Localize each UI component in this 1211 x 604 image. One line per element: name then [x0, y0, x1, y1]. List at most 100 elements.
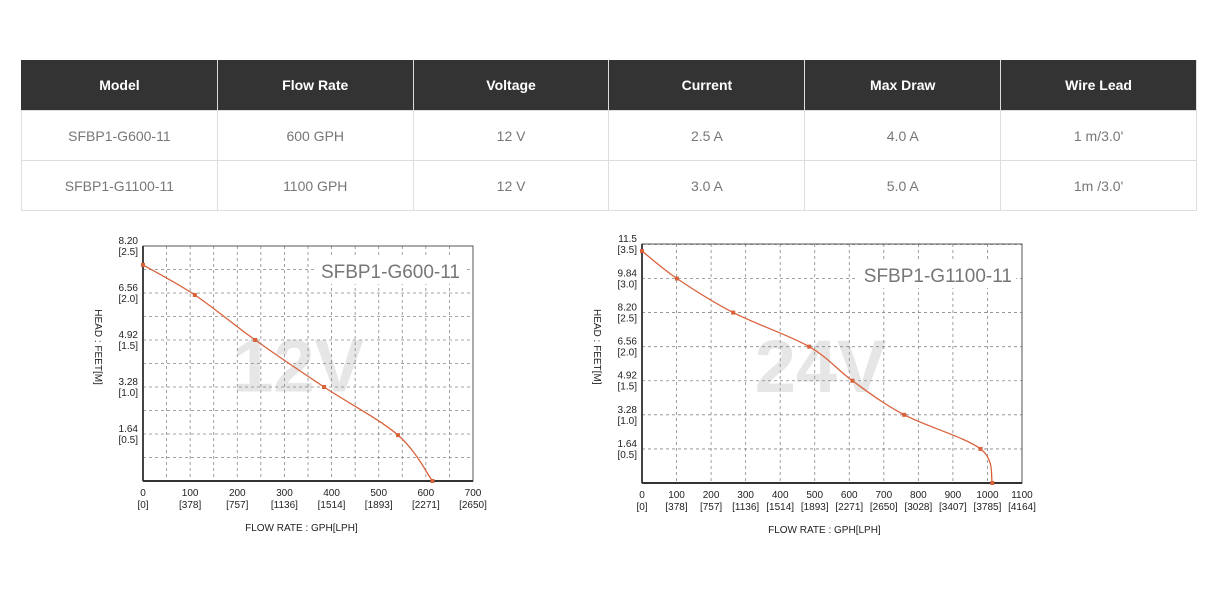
x-axis-title: FLOW RATE : GPH[LPH]	[245, 523, 358, 534]
y-tick-sublabel: [2.5]	[618, 314, 638, 325]
x-tick-sublabel: [1893]	[801, 502, 829, 513]
cell-flow-rate: 1100 GPH	[216, 160, 414, 211]
x-tick-sublabel: [2271]	[835, 502, 863, 513]
x-tick-label: 600	[418, 488, 435, 499]
x-tick-label: 400	[323, 488, 340, 499]
cell-wire-lead: 1m /3.0'	[1000, 160, 1197, 211]
col-header-voltage: Voltage	[412, 60, 610, 111]
grid	[642, 244, 1022, 483]
x-tick-label: 1100	[1011, 490, 1033, 501]
x-tick-label: 800	[910, 490, 927, 501]
x-tick-label: 0	[639, 490, 645, 501]
x-tick-sublabel: [757]	[700, 502, 722, 513]
data-point-marker	[640, 249, 644, 254]
table-row: SFBP1-G1100-11 1100 GPH 12 V 3.0 A 5.0 A…	[21, 160, 1197, 211]
cell-voltage: 12 V	[412, 110, 610, 161]
chart-g1100-pump-curve: 24VSFBP1-G1100-1111.5[3.5]9.84[3.0]8.20[…	[591, 234, 1036, 536]
spec-table: Model Flow Rate Voltage Current Max Draw…	[21, 60, 1197, 211]
col-header-max-draw: Max Draw	[804, 60, 1002, 111]
x-tick-label: 1000	[976, 490, 999, 501]
col-header-model: Model	[21, 60, 218, 111]
chart-g600-pump-curve: 12VSFBP1-G600-118.20[2.5]6.56[2.0]4.92[1…	[92, 236, 487, 534]
x-tick-sublabel: [1136]	[732, 502, 759, 513]
data-point-marker	[807, 344, 812, 349]
x-tick-label: 900	[945, 490, 962, 501]
data-point-marker	[253, 338, 258, 342]
voltage-watermark: 24V	[755, 325, 887, 408]
y-tick-sublabel: [1.5]	[119, 341, 139, 352]
y-tick-sublabel: [1.0]	[618, 416, 638, 427]
cell-flow-rate: 600 GPH	[216, 110, 414, 161]
x-tick-sublabel: [1514]	[766, 502, 794, 513]
y-tick-label: 11.5	[618, 234, 637, 245]
pump-curve-line	[142, 264, 433, 482]
x-tick-sublabel: [378]	[665, 502, 687, 513]
data-point-marker	[396, 433, 401, 438]
pump-curve-line	[641, 250, 993, 484]
cell-wire-lead: 1 m/3.0'	[1000, 110, 1197, 161]
data-point-marker	[192, 293, 197, 298]
y-tick-sublabel: [2.5]	[119, 247, 139, 258]
data-point-marker	[990, 481, 995, 485]
data-point-marker	[430, 479, 435, 483]
x-tick-label: 300	[737, 490, 754, 501]
y-tick-label: 1.64	[119, 424, 139, 435]
data-point-marker	[731, 310, 736, 315]
y-tick-label: 3.28	[119, 377, 139, 388]
table-row: SFBP1-G600-11 600 GPH 12 V 2.5 A 4.0 A 1…	[21, 110, 1197, 161]
data-point-marker	[322, 385, 327, 389]
x-tick-label: 100	[182, 488, 199, 499]
y-tick-label: 4.92	[119, 330, 139, 341]
y-axis-title: HEAD : FEET[M]	[92, 309, 103, 385]
y-tick-label: 3.28	[618, 405, 638, 416]
x-tick-sublabel: [378]	[179, 500, 201, 511]
plot-frame	[142, 245, 474, 482]
y-tick-sublabel: [1.5]	[618, 382, 638, 393]
col-header-flow-rate: Flow Rate	[216, 60, 414, 111]
x-tick-label: 400	[772, 490, 789, 501]
cell-model: SFBP1-G600-11	[21, 110, 218, 161]
y-tick-sublabel: [2.0]	[119, 294, 139, 305]
voltage-watermark: 12V	[232, 325, 364, 408]
y-tick-label: 6.56	[618, 337, 638, 348]
y-tick-sublabel: [0.5]	[618, 450, 638, 461]
x-tick-sublabel: [4164]	[1008, 502, 1036, 513]
data-point-marker	[978, 446, 983, 451]
data-point-marker	[902, 412, 907, 417]
cell-voltage: 12 V	[412, 160, 610, 211]
cell-max-draw: 4.0 A	[804, 110, 1002, 161]
y-tick-sublabel: [3.5]	[618, 245, 638, 256]
x-tick-label: 300	[276, 488, 293, 499]
y-tick-label: 1.64	[618, 439, 638, 450]
y-tick-sublabel: [0.5]	[119, 435, 139, 446]
data-point-marker	[674, 276, 679, 281]
chart-model-label: SFBP1-G600-11	[321, 262, 460, 283]
x-tick-sublabel: [0]	[636, 502, 647, 513]
x-tick-label: 0	[140, 488, 146, 499]
x-tick-sublabel: [3407]	[939, 502, 967, 513]
y-tick-label: 4.92	[618, 371, 638, 382]
col-header-current: Current	[608, 60, 806, 111]
x-tick-label: 600	[841, 490, 858, 501]
x-tick-sublabel: [2650]	[459, 500, 487, 511]
cell-max-draw: 5.0 A	[804, 160, 1002, 211]
y-axis-title: HEAD : FEET[M]	[591, 309, 602, 385]
chart-model-label: SFBP1-G1100-11	[864, 266, 1012, 287]
table-header-row: Model Flow Rate Voltage Current Max Draw…	[21, 60, 1197, 111]
data-point-marker	[141, 262, 145, 267]
y-tick-label: 8.20	[119, 236, 139, 247]
data-point-marker	[850, 378, 855, 383]
y-tick-label: 8.20	[618, 303, 638, 314]
x-tick-label: 100	[668, 490, 685, 501]
x-axis-title: FLOW RATE : GPH[LPH]	[768, 525, 881, 536]
y-tick-label: 9.84	[618, 268, 638, 279]
col-header-wire-lead: Wire Lead	[1000, 60, 1197, 111]
cell-current: 3.0 A	[608, 160, 806, 211]
x-tick-sublabel: [3028]	[904, 502, 932, 513]
x-tick-label: 200	[703, 490, 720, 501]
cell-current: 2.5 A	[608, 110, 806, 161]
x-tick-label: 700	[875, 490, 892, 501]
y-tick-sublabel: [3.0]	[618, 279, 638, 290]
x-tick-sublabel: [1136]	[271, 500, 298, 511]
x-tick-sublabel: [1514]	[318, 500, 346, 511]
